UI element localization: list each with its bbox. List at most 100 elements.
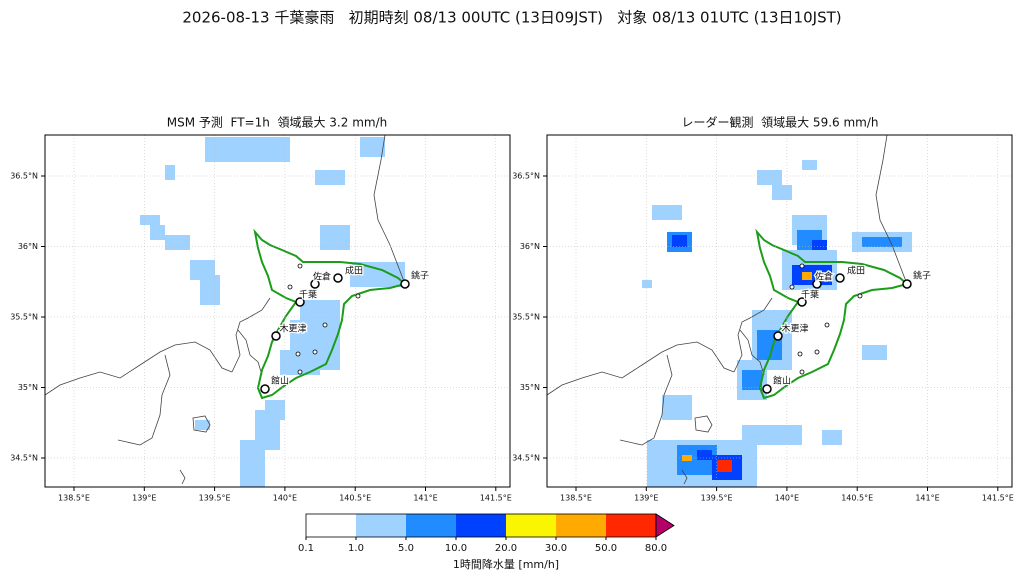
coastline bbox=[619, 354, 673, 446]
precip-area bbox=[662, 395, 692, 420]
lat-tick-label: 35°N bbox=[18, 383, 38, 392]
town-marker bbox=[799, 369, 805, 375]
lon-tick-label: 138.5°E bbox=[560, 494, 592, 503]
chiba-boundary bbox=[253, 228, 408, 400]
lat-tick-label: 36.5°N bbox=[10, 172, 38, 181]
lon-tick-label: 139°E bbox=[634, 494, 658, 503]
lon-tick-label: 140°E bbox=[273, 494, 297, 503]
precip-area bbox=[165, 165, 175, 180]
coastline bbox=[237, 329, 263, 376]
city-label: 館山 bbox=[773, 375, 791, 387]
lon-tick-label: 141°E bbox=[413, 494, 437, 503]
coastline bbox=[694, 415, 713, 433]
precip-area bbox=[265, 150, 290, 160]
city-marker bbox=[773, 331, 783, 341]
precip-area bbox=[150, 225, 165, 240]
colorbar-tick-label: 50.0 bbox=[595, 543, 617, 554]
coastline bbox=[179, 469, 186, 485]
city-label: 木更津 bbox=[781, 323, 808, 335]
lon-tick-label: 141.5°E bbox=[480, 494, 512, 503]
city-marker bbox=[333, 273, 343, 283]
precip-area bbox=[862, 345, 887, 360]
colorbar-tick-label: 30.0 bbox=[545, 543, 567, 554]
lon-tick-label: 139.5°E bbox=[199, 494, 231, 503]
town-marker bbox=[857, 293, 863, 299]
city-marker bbox=[271, 331, 281, 341]
map-frame bbox=[44, 134, 511, 488]
precip-area bbox=[652, 205, 682, 220]
city-marker bbox=[902, 279, 912, 289]
lon-tick-label: 138.5°E bbox=[58, 494, 90, 503]
lon-tick-label: 141°E bbox=[915, 494, 939, 503]
city-label: 千葉 bbox=[299, 289, 317, 301]
city-label: 佐倉 bbox=[313, 271, 331, 283]
map-panel: 138.5°E 139°E 139.5°E 140°E 140.5°E 141°E 141.… bbox=[512, 134, 1014, 503]
coastline bbox=[373, 135, 406, 285]
precip-area bbox=[672, 235, 687, 247]
city-marker bbox=[400, 279, 410, 289]
colorbar-label: 1時間降水量 [mm/h] bbox=[453, 557, 559, 571]
precip-area bbox=[200, 275, 220, 305]
precip-area bbox=[802, 272, 812, 280]
colorbar-tick-label: 80.0 bbox=[645, 543, 667, 554]
maps: 138.5°E 139°E 139.5°E 140°E 140.5°E 141°E 141.… bbox=[10, 134, 1014, 503]
lat-tick-label: 35.5°N bbox=[512, 313, 540, 322]
lat-tick-label: 35.5°N bbox=[10, 313, 38, 322]
coastline bbox=[733, 297, 773, 373]
city-marker bbox=[812, 279, 822, 289]
colorbar-tick-label: 10.0 bbox=[445, 543, 467, 554]
coastline bbox=[45, 341, 233, 396]
coastline bbox=[117, 354, 171, 446]
map-area bbox=[45, 135, 510, 487]
precip-area bbox=[742, 370, 762, 390]
town-marker bbox=[312, 349, 318, 355]
town-marker bbox=[799, 263, 805, 269]
precip-area bbox=[195, 420, 210, 430]
lon-tick-label: 140.5°E bbox=[339, 494, 371, 503]
precip-area bbox=[642, 280, 652, 288]
city-label: 銚子 bbox=[913, 270, 931, 282]
lat-tick-label: 34.5°N bbox=[512, 454, 540, 463]
colorbar-segment bbox=[356, 514, 406, 537]
town-marker bbox=[295, 351, 301, 357]
panel-title: レーダー観測 領域最大 59.6 mm/h bbox=[681, 115, 878, 130]
lon-tick-label: 139°E bbox=[132, 494, 156, 503]
lon-tick-label: 141.5°E bbox=[982, 494, 1014, 503]
town-marker bbox=[355, 293, 361, 299]
city-label: 館山 bbox=[271, 375, 289, 387]
town-marker bbox=[297, 263, 303, 269]
colorbar-frame bbox=[305, 513, 657, 538]
coastline bbox=[681, 469, 688, 485]
lon-tick-label: 140.5°E bbox=[841, 494, 873, 503]
precip-area bbox=[315, 170, 345, 185]
city-label: 佐倉 bbox=[815, 271, 833, 283]
precip-area bbox=[350, 262, 405, 287]
precip-area bbox=[802, 160, 817, 170]
precip-area bbox=[862, 237, 902, 247]
lat-tick-label: 35°N bbox=[520, 383, 540, 392]
precip-area bbox=[822, 430, 842, 445]
map-area bbox=[547, 135, 1012, 487]
precip-area bbox=[165, 235, 190, 250]
colorbar-tick-label: 20.0 bbox=[495, 543, 517, 554]
lat-tick-label: 36.5°N bbox=[512, 172, 540, 181]
colorbar-tick-label: 5.0 bbox=[398, 543, 414, 554]
lon-tick-label: 139.5°E bbox=[701, 494, 733, 503]
city-label: 木更津 bbox=[279, 323, 306, 335]
city-marker bbox=[835, 273, 845, 283]
precip-area bbox=[697, 450, 712, 460]
colorbar: 0.1 1.0 5.0 10.0 20.0 30.0 50.0 80.0 bbox=[298, 513, 675, 554]
city-marker bbox=[310, 279, 320, 289]
city-label: 千葉 bbox=[801, 289, 819, 301]
precip-area bbox=[265, 400, 285, 420]
precip-area bbox=[757, 170, 782, 185]
precip-area bbox=[300, 300, 340, 330]
town-marker bbox=[824, 322, 830, 328]
page-title: 2026-08-13 千葉豪雨 初期時刻 08/13 00UTC (13日09J… bbox=[182, 9, 841, 27]
precip-area bbox=[772, 185, 792, 200]
town-marker bbox=[287, 284, 293, 290]
colorbar-segment bbox=[456, 514, 506, 537]
lat-tick-label: 36°N bbox=[18, 242, 38, 251]
colorbar-segment bbox=[306, 514, 356, 537]
